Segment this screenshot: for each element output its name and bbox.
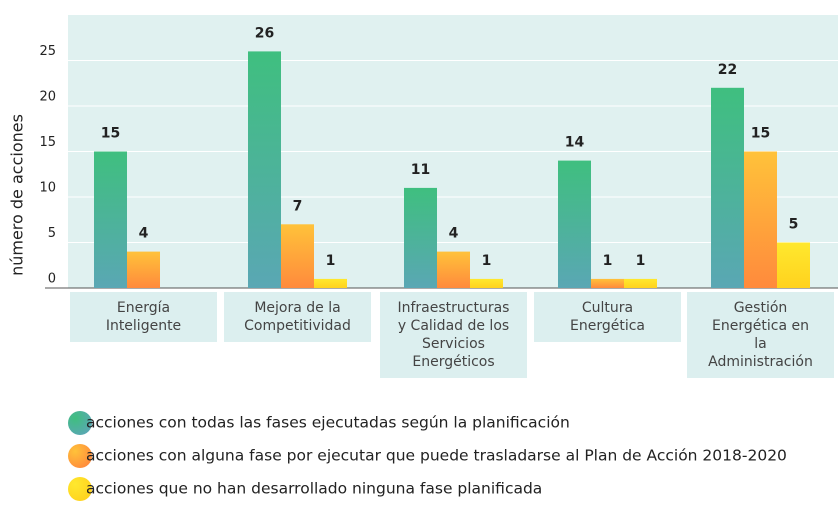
legend-swatch <box>68 477 92 501</box>
bar <box>744 151 777 288</box>
legend-label: acciones con alguna fase por ejecutar qu… <box>86 447 787 465</box>
bar <box>711 87 744 288</box>
value-label: 26 <box>255 25 274 41</box>
x-tick-label: Energía Inteligente <box>105 300 182 334</box>
bar <box>558 160 591 288</box>
value-label: 4 <box>449 226 459 242</box>
bar <box>777 242 810 288</box>
y-tick-label: 10 <box>39 181 56 196</box>
bar <box>127 251 160 288</box>
value-label: 4 <box>139 226 149 242</box>
x-tick-label: Gestión Energética en la Administración <box>708 300 813 370</box>
value-label: 11 <box>411 162 430 178</box>
value-label: 1 <box>326 253 336 269</box>
value-label: 7 <box>293 198 303 214</box>
y-tick-label: 25 <box>39 44 56 59</box>
x-tick-label: Mejora de la Competitividad <box>244 300 351 334</box>
y-tick-label: 20 <box>39 90 56 105</box>
category-box: Infraestructuras y Calidad de los Servic… <box>380 292 527 378</box>
bar <box>281 224 314 288</box>
value-label: 1 <box>603 253 613 269</box>
bar <box>94 151 127 288</box>
legend-swatch <box>68 411 92 435</box>
bar <box>470 278 503 288</box>
y-axis-label: número de acciones <box>8 114 27 276</box>
category-box: Energía Inteligente <box>70 292 217 342</box>
y-tick-label: 15 <box>39 135 56 150</box>
y-tick-label: 0 <box>48 272 56 287</box>
value-label: 1 <box>636 253 646 269</box>
category-box: Mejora de la Competitividad <box>224 292 371 342</box>
bar <box>591 278 624 288</box>
category-box: Gestión Energética en la Administración <box>687 292 834 378</box>
x-tick-label: Cultura Energética <box>570 300 645 334</box>
legend-swatch <box>68 444 92 468</box>
value-label: 1 <box>482 253 492 269</box>
bar <box>624 278 657 288</box>
value-label: 15 <box>101 126 120 142</box>
value-label: 5 <box>789 217 799 233</box>
value-label: 15 <box>751 126 770 142</box>
bar <box>404 187 437 288</box>
x-tick-label: Infraestructuras y Calidad de los Servic… <box>397 300 510 370</box>
y-tick-label: 5 <box>48 226 56 241</box>
bar <box>314 278 347 288</box>
legend-label: acciones que no han desarrollado ninguna… <box>86 480 542 498</box>
value-label: 22 <box>718 62 737 78</box>
category-box: Cultura Energética <box>534 292 681 342</box>
legend-label: acciones con todas las fases ejecutadas … <box>86 414 570 432</box>
value-label: 14 <box>565 135 585 151</box>
bar <box>437 251 470 288</box>
bar <box>248 51 281 289</box>
